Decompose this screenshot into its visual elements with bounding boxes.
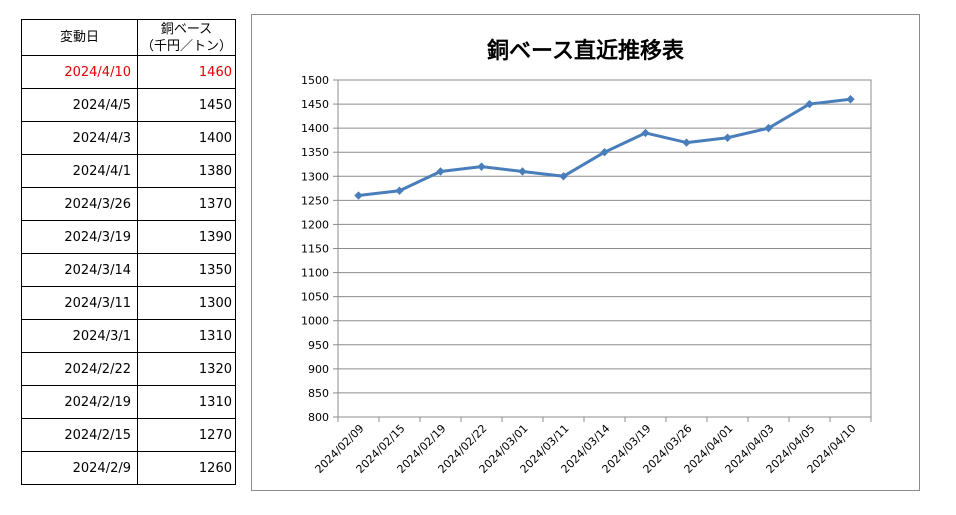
row-value: 1370 — [137, 187, 236, 221]
data-point — [682, 138, 691, 147]
table-row: 2024/2/9 1260 — [21, 451, 236, 485]
table-row: 2024/3/19 1390 — [21, 220, 236, 254]
y-tick-label: 1400 — [301, 122, 329, 135]
row-date: 2024/2/9 — [21, 451, 138, 485]
table-row: 2024/4/3 1400 — [21, 121, 236, 155]
y-tick-label: 800 — [308, 411, 329, 424]
table-row: 2024/4/5 1450 — [21, 88, 236, 122]
row-value: 1380 — [137, 154, 236, 188]
y-tick-label: 1000 — [301, 315, 329, 328]
y-tick-label: 1150 — [301, 243, 329, 256]
data-point — [723, 133, 732, 142]
row-value: 1320 — [137, 352, 236, 386]
row-date: 2024/4/3 — [21, 121, 138, 155]
chart-frame: 銅ベース直近推移表 800 850 900 950 1000 1050 1100 1150 12… — [251, 14, 920, 491]
table-header-row: 変動日 銅ベース （千円／トン） — [21, 19, 236, 56]
row-value: 1450 — [137, 88, 236, 122]
y-tick-label: 1300 — [301, 170, 329, 183]
data-point — [395, 186, 404, 195]
row-date: 2024/2/22 — [21, 352, 138, 386]
row-value: 1460 — [137, 55, 236, 89]
row-date: 2024/3/1 — [21, 319, 138, 353]
row-value: 1310 — [137, 319, 236, 353]
row-date: 2024/4/10 — [21, 55, 138, 89]
row-value: 1270 — [137, 418, 236, 452]
row-value: 1390 — [137, 220, 236, 254]
table-row: 2024/3/26 1370 — [21, 187, 236, 221]
data-point — [600, 148, 609, 157]
line-chart: 800 850 900 950 1000 1050 1100 1150 1200 1250 1300… — [301, 74, 872, 476]
copper-base-table: 変動日 銅ベース （千円／トン） 2024/4/10 1460 2024/4/5 14… — [21, 19, 236, 485]
table-row: 2024/3/11 1300 — [21, 286, 236, 320]
y-tick-label: 1250 — [301, 194, 329, 207]
data-point — [764, 123, 773, 133]
row-date: 2024/2/15 — [21, 418, 138, 452]
series-line — [358, 97, 851, 198]
data-point — [559, 172, 568, 181]
table-row: 2024/4/1 1380 — [21, 154, 236, 188]
y-tick-label: 1200 — [301, 218, 329, 231]
y-tick-label: 900 — [308, 363, 329, 376]
row-date: 2024/3/26 — [21, 187, 138, 221]
data-point — [518, 167, 527, 176]
data-point — [436, 167, 445, 176]
header-value: 銅ベース （千円／トン） — [137, 19, 236, 56]
y-tick-label: 850 — [308, 387, 329, 400]
table-row: 2024/3/1 1310 — [21, 319, 236, 353]
row-date: 2024/3/14 — [21, 253, 138, 287]
row-date: 2024/4/1 — [21, 154, 138, 188]
data-point — [354, 191, 363, 200]
data-point — [805, 99, 814, 109]
y-tick-label: 1100 — [301, 267, 329, 280]
header-date: 変動日 — [21, 19, 138, 56]
row-value: 1400 — [137, 121, 236, 155]
data-point — [846, 95, 855, 104]
table-row: 2024/2/22 1320 — [21, 352, 236, 386]
table-row: 2024/4/10 1460 — [21, 55, 236, 89]
row-date: 2024/4/5 — [21, 88, 138, 122]
table-row: 2024/2/15 1270 — [21, 418, 236, 452]
header-value-line1: 銅ベース — [160, 21, 213, 37]
row-value: 1300 — [137, 286, 236, 320]
table-row: 2024/3/14 1350 — [21, 253, 236, 287]
y-tick-label: 1050 — [301, 291, 329, 304]
data-point — [477, 162, 486, 171]
y-tick-label: 1450 — [301, 98, 329, 111]
row-value: 1260 — [137, 451, 236, 485]
y-tick-label: 950 — [308, 339, 329, 352]
row-value: 1350 — [137, 253, 236, 287]
row-date: 2024/3/11 — [21, 286, 138, 320]
y-tick-label: 1500 — [301, 74, 329, 87]
plot-area — [337, 79, 872, 418]
header-value-line2: （千円／トン） — [140, 38, 232, 54]
table-row: 2024/2/19 1310 — [21, 385, 236, 419]
row-date: 2024/2/19 — [21, 385, 138, 419]
chart-title: 銅ベース直近推移表 — [487, 39, 684, 64]
row-value: 1310 — [137, 385, 236, 419]
row-date: 2024/3/19 — [21, 220, 138, 254]
y-tick-label: 1350 — [301, 146, 329, 159]
data-point — [641, 128, 650, 138]
